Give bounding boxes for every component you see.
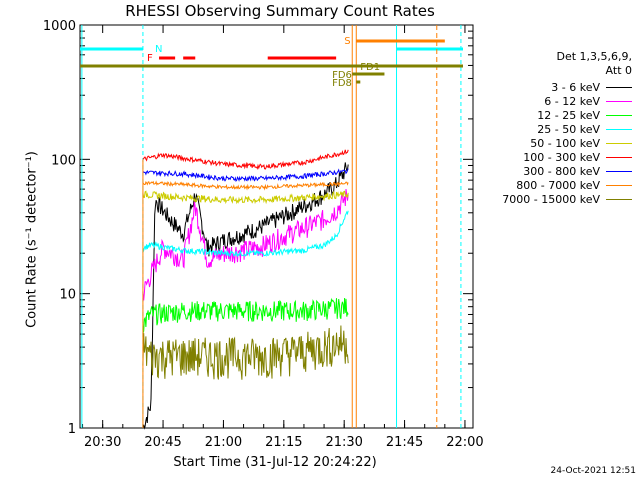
x-tick-label: 21:45	[386, 435, 423, 450]
series-line-5	[142, 149, 349, 170]
series-line-1	[142, 188, 349, 301]
flag-label-f: F	[147, 53, 153, 64]
y-tick-label: 1000	[43, 19, 76, 34]
series-line-2	[142, 297, 349, 334]
flag-label-fd8: FD8	[332, 78, 352, 89]
series-line-3	[142, 210, 349, 258]
legend-label: 300 - 800 keV	[523, 164, 600, 178]
plot-frame	[79, 24, 474, 429]
x-tick-label: 20:30	[84, 435, 121, 450]
legend-item: 25 - 50 keV	[537, 122, 632, 136]
legend-label: 12 - 25 keV	[537, 108, 600, 122]
legend-swatch	[606, 142, 632, 144]
legend-label: 3 - 6 keV	[551, 80, 600, 94]
series-group	[142, 149, 349, 430]
legend-item: 100 - 300 keV	[523, 150, 632, 164]
legend-swatch	[606, 128, 632, 130]
x-tick-label: 21:00	[205, 435, 242, 450]
series-line-4	[142, 190, 349, 205]
legend-swatch	[606, 86, 632, 88]
legend-item: 12 - 25 keV	[537, 108, 632, 122]
x-tick-label: 20:45	[144, 435, 181, 450]
legend-swatch	[606, 170, 632, 172]
generated-timestamp: 24-Oct-2021 12:51	[550, 466, 636, 476]
x-tick-label: 21:30	[325, 435, 362, 450]
legend-item: 3 - 6 keV	[551, 80, 632, 94]
legend-item: 300 - 800 keV	[523, 164, 632, 178]
legend-label: 6 - 12 keV	[544, 94, 600, 108]
legend-swatch	[606, 114, 632, 116]
flag-label-n: N	[155, 44, 162, 55]
legend-swatch	[606, 198, 632, 200]
legend-swatch	[606, 100, 632, 102]
series-line-0	[142, 162, 349, 430]
legend-label: 25 - 50 keV	[537, 122, 600, 136]
legend-item: 800 - 7000 keV	[516, 178, 632, 192]
x-tick-label: 21:15	[265, 435, 302, 450]
legend-item: 6 - 12 keV	[544, 94, 632, 108]
chart-title: RHESSI Observing Summary Count Rates	[125, 2, 435, 20]
series-line-6	[142, 168, 349, 182]
legend-item: 7000 - 15000 keV	[502, 192, 632, 206]
series-line-8	[142, 325, 349, 380]
flag-label-fd6: FD6	[332, 70, 352, 81]
legend-swatch	[606, 184, 632, 186]
flag-label-s: S	[344, 36, 350, 47]
legend-label: 50 - 100 keV	[530, 136, 600, 150]
series-line-7	[142, 180, 349, 191]
legend-header-detectors: Det 1,3,5,6,9,	[556, 50, 632, 63]
flag-label-fd1: FD1	[360, 62, 380, 73]
x-axis-label: Start Time (31-Jul-12 20:24:22)	[173, 455, 377, 470]
y-tick-label: 1	[68, 422, 76, 437]
legend-label: 100 - 300 keV	[523, 150, 600, 164]
x-tick-label: 22:00	[446, 435, 483, 450]
y-tick-label: 100	[51, 153, 76, 168]
y-tick-label: 10	[59, 288, 76, 303]
legend-label: 800 - 7000 keV	[516, 178, 600, 192]
plot-axes: 1 10 100 1000 20:30 20:45 21:00 21:15 21:30 21:45…	[43, 19, 484, 450]
legend-item: 50 - 100 keV	[530, 136, 632, 150]
legend-swatch	[606, 156, 632, 158]
legend-header-attenuator: Att 0	[605, 64, 632, 77]
y-axis-label: Count Rate (s⁻¹ detector⁻¹)	[24, 151, 40, 328]
legend-label: 7000 - 15000 keV	[502, 192, 600, 206]
